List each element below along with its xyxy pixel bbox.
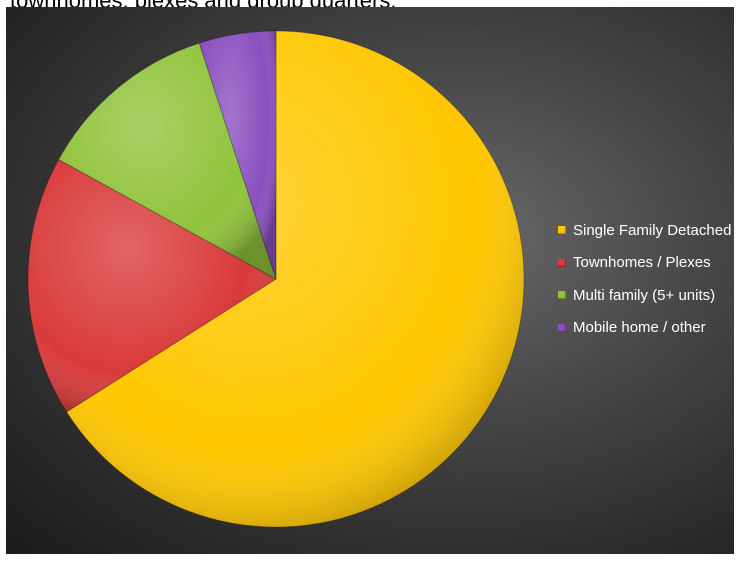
legend-swatch bbox=[558, 291, 566, 299]
legend-label: Townhomes / Plexes bbox=[573, 254, 711, 271]
pie-slice-shading bbox=[58, 43, 277, 279]
pie-slice-shading bbox=[199, 31, 276, 279]
pie-chart bbox=[27, 30, 525, 528]
legend-label: Mobile home / other bbox=[573, 319, 706, 336]
legend-item: Mobile home / other bbox=[558, 319, 731, 337]
chart-legend: Single Family Detached Townhomes / Plexes… bbox=[558, 221, 731, 351]
pie-slice-shading bbox=[66, 31, 524, 527]
legend-swatch bbox=[558, 258, 566, 267]
legend-item: Single Family Detached bbox=[558, 221, 731, 239]
pie-slice-shading bbox=[27, 159, 276, 412]
legend-swatch bbox=[558, 226, 566, 234]
legend-swatch bbox=[558, 323, 566, 332]
chart-area: Single Family Detached Townhomes / Plexes… bbox=[6, 7, 734, 554]
legend-item: Townhomes / Plexes bbox=[558, 254, 731, 272]
legend-label: Single Family Detached bbox=[573, 221, 732, 239]
legend-item: Multi family (5+ units) bbox=[558, 286, 731, 304]
legend-label: Multi family (5+ units) bbox=[573, 286, 716, 304]
